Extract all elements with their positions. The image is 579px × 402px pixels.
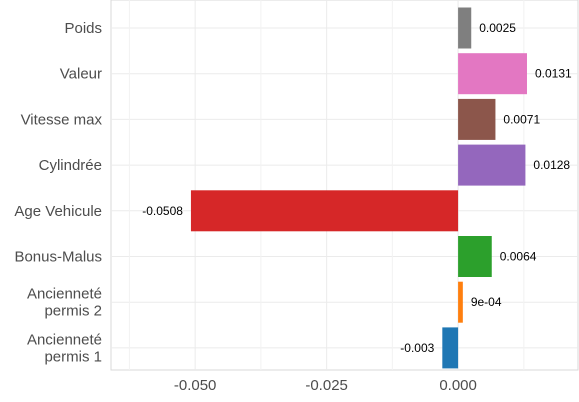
category-label-line: Poids bbox=[64, 20, 102, 37]
category-label: Valeur bbox=[60, 66, 102, 83]
bar bbox=[458, 53, 527, 95]
category-label-line: permis 2 bbox=[44, 303, 102, 320]
bar bbox=[458, 7, 472, 49]
bar-value-label: 0.0131 bbox=[535, 67, 572, 81]
bar-value-label: 0.0071 bbox=[503, 112, 540, 126]
x-tick-label: -0.050 bbox=[174, 377, 217, 394]
bars bbox=[190, 7, 527, 369]
category-label-line: Cylindrée bbox=[39, 157, 102, 174]
category-label: Age Vehicule bbox=[14, 203, 102, 220]
x-tick-label: -0.025 bbox=[305, 377, 348, 394]
grid bbox=[111, 0, 578, 370]
category-label: Poids bbox=[64, 20, 102, 37]
category-label: Ancienneté permis 2 bbox=[27, 286, 102, 320]
bar-value-label: 0.0128 bbox=[533, 158, 570, 172]
bar-value-label: -0.003 bbox=[400, 341, 434, 355]
bar bbox=[190, 190, 459, 232]
bar bbox=[458, 144, 526, 186]
x-tick-label: 0.000 bbox=[439, 377, 477, 394]
category-label-line: permis 1 bbox=[44, 348, 102, 365]
category-label-line: Vitesse max bbox=[21, 111, 103, 128]
bar bbox=[458, 236, 492, 277]
bar bbox=[458, 281, 463, 323]
bar-value-label: -0.0508 bbox=[142, 204, 183, 218]
category-label-line: Bonus-Malus bbox=[14, 249, 102, 266]
category-label-line: Ancienneté bbox=[27, 286, 102, 303]
category-label-line: Age Vehicule bbox=[14, 203, 102, 220]
category-label: Ancienneté permis 1 bbox=[27, 331, 102, 365]
category-labels: Poids Valeur Vitesse max Cylindrée Age Vehic… bbox=[14, 20, 102, 365]
category-label: Vitesse max bbox=[21, 111, 103, 128]
bar bbox=[458, 98, 496, 140]
x-axis-ticks: -0.050 -0.025 0.000 bbox=[174, 377, 477, 394]
category-label: Bonus-Malus bbox=[14, 249, 102, 266]
bar-value-label: 0.0064 bbox=[500, 250, 537, 264]
bar-value-label: 0.0025 bbox=[479, 21, 516, 35]
bar-value-label: 9e-04 bbox=[471, 295, 502, 309]
category-label-line: Valeur bbox=[60, 66, 102, 83]
bar bbox=[442, 327, 459, 369]
category-label: Cylindrée bbox=[39, 157, 102, 174]
category-label-line: Ancienneté bbox=[27, 331, 102, 348]
value-labels: 0.0025 0.0131 0.0071 0.0128 -0.0508 0.0064 9e-… bbox=[142, 21, 572, 355]
